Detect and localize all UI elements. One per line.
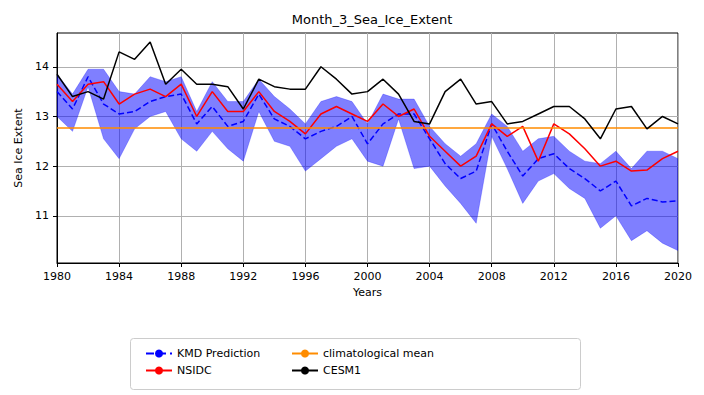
svg-text:CESM1: CESM1 — [323, 364, 361, 377]
svg-text:14: 14 — [35, 60, 49, 73]
svg-text:11: 11 — [35, 209, 49, 222]
svg-text:Years: Years — [352, 286, 382, 299]
svg-text:2004: 2004 — [416, 270, 444, 283]
svg-text:Month_3_Sea_Ice_Extent: Month_3_Sea_Ice_Extent — [292, 12, 453, 27]
svg-text:13: 13 — [35, 110, 49, 123]
svg-text:2020: 2020 — [664, 270, 692, 283]
svg-text:2008: 2008 — [478, 270, 506, 283]
svg-text:2012: 2012 — [540, 270, 568, 283]
svg-text:1980: 1980 — [43, 270, 71, 283]
svg-text:12: 12 — [35, 160, 49, 173]
svg-text:climatological mean: climatological mean — [323, 347, 434, 360]
svg-text:2016: 2016 — [602, 270, 630, 283]
svg-text:Sea Ice Extent: Sea Ice Extent — [12, 108, 25, 188]
svg-text:KMD Prediction: KMD Prediction — [177, 347, 260, 360]
svg-text:1984: 1984 — [105, 270, 133, 283]
svg-text:1996: 1996 — [291, 270, 319, 283]
svg-text:2000: 2000 — [354, 270, 382, 283]
svg-text:NSIDC: NSIDC — [177, 364, 212, 377]
svg-text:1992: 1992 — [229, 270, 257, 283]
svg-text:1988: 1988 — [167, 270, 195, 283]
